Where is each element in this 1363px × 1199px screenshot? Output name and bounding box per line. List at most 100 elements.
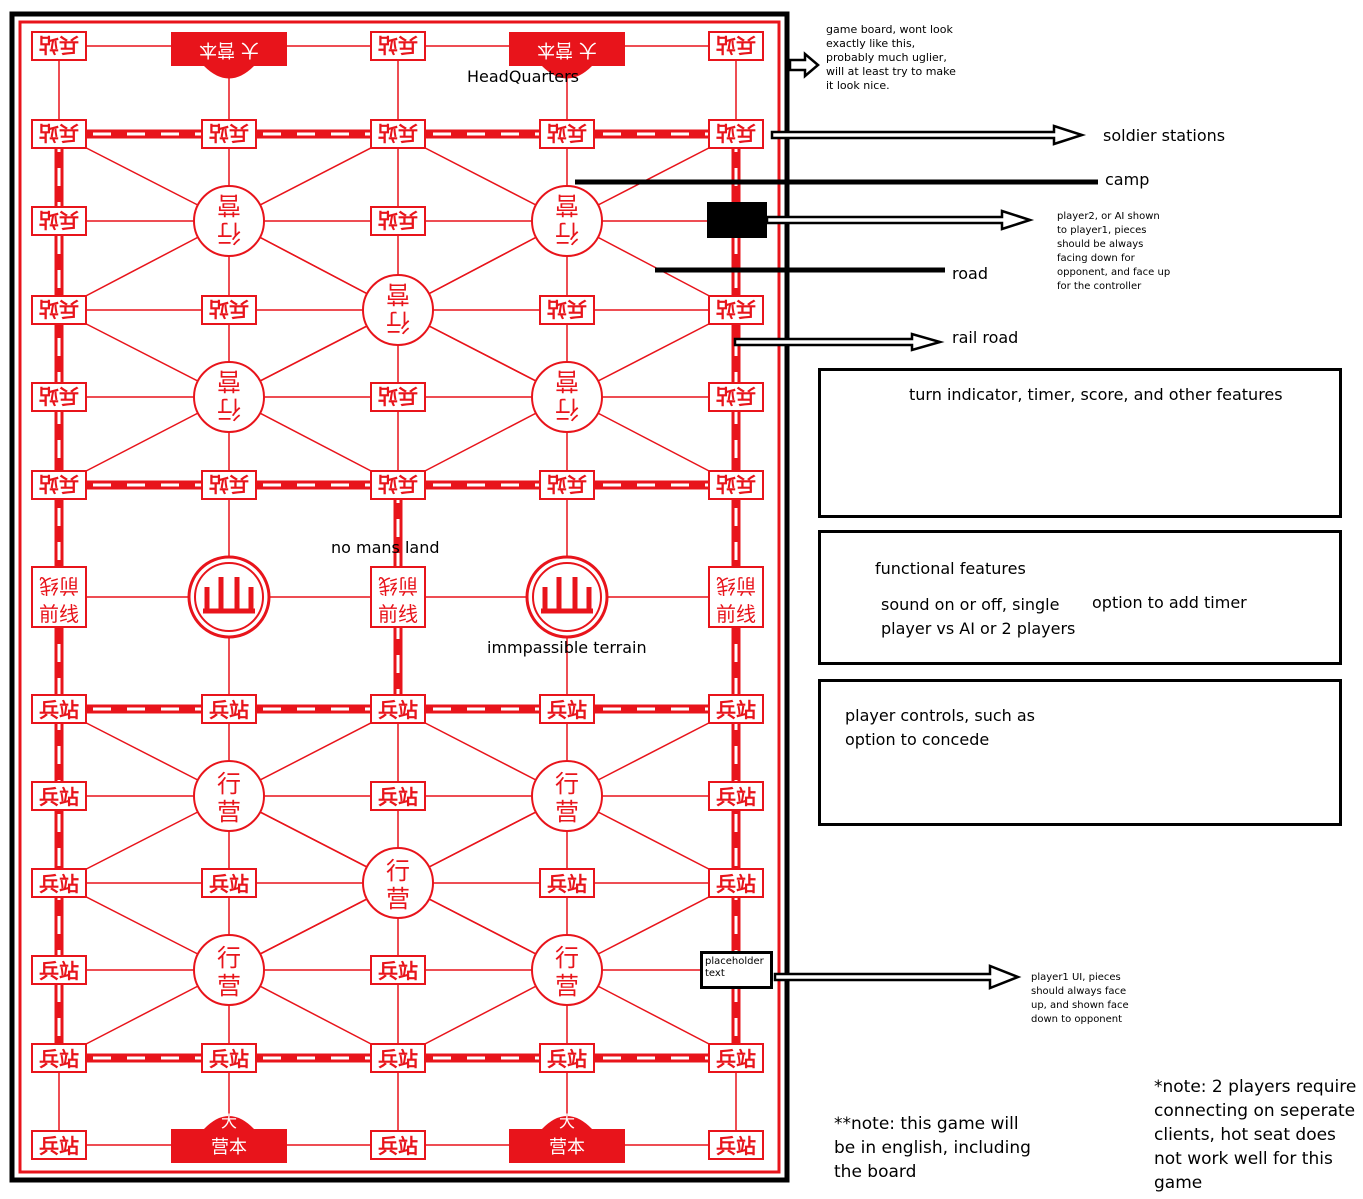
soldier-station[interactable]: 兵站 [539, 1043, 595, 1073]
headquarters[interactable]: 大 营本 [509, 32, 625, 79]
camp-label-bottom: 营 [217, 367, 241, 395]
hq-label-bottom: 营本 [549, 1137, 585, 1158]
station-box [539, 694, 595, 724]
soldier-station[interactable]: 兵站 [31, 206, 87, 236]
soldier-station[interactable]: 兵站 [539, 694, 595, 724]
board-inner-border [18, 20, 781, 1174]
camp-label-top: 行 [555, 770, 579, 798]
station-label: 兵站 [716, 297, 756, 321]
headquarters[interactable]: 大营本 [509, 1112, 625, 1163]
soldier-station[interactable]: 兵站 [708, 295, 764, 325]
station-label: 兵站 [209, 297, 249, 321]
station-label: 兵站 [547, 472, 587, 496]
camp-label-bottom: 营 [555, 367, 579, 395]
soldier-station[interactable]: 兵站 [31, 119, 87, 149]
soldier-station[interactable]: 兵站 [31, 781, 87, 811]
station-label: 兵站 [39, 208, 79, 232]
camp[interactable]: 行营 [531, 361, 603, 433]
camp[interactable]: 行营 [531, 760, 603, 832]
station-box [31, 868, 87, 898]
soldier-station[interactable]: 兵站 [708, 31, 764, 61]
soldier-station[interactable]: 兵站 [539, 868, 595, 898]
camp[interactable]: 行营 [193, 361, 265, 433]
soldier-station[interactable]: 兵站 [370, 119, 426, 149]
station-box [31, 295, 87, 325]
camp-circle [531, 361, 603, 433]
soldier-station[interactable]: 兵站 [370, 31, 426, 61]
station-box [201, 868, 257, 898]
station-label: 兵站 [209, 121, 249, 145]
station-box [708, 119, 764, 149]
soldier-station[interactable]: 兵站 [708, 119, 764, 149]
soldier-station[interactable]: 兵站 [708, 382, 764, 412]
functional-panel[interactable]: functional features sound on or off, sin… [818, 530, 1342, 665]
soldier-station[interactable]: 兵站 [708, 470, 764, 500]
soldier-station[interactable]: 兵站 [708, 781, 764, 811]
soldier-station[interactable]: 兵站 [201, 470, 257, 500]
soldier-station[interactable]: 兵站 [370, 206, 426, 236]
soldier-station[interactable]: 兵站 [370, 470, 426, 500]
soldier-station[interactable]: 兵站 [31, 694, 87, 724]
soldier-station[interactable]: 兵站 [31, 382, 87, 412]
camp-circle [193, 760, 265, 832]
soldier-station[interactable]: 兵站 [31, 1130, 87, 1160]
camp-label: camp [1105, 170, 1150, 189]
soldier-station[interactable]: 兵站 [708, 1043, 764, 1073]
soldier-station[interactable]: 兵站 [708, 868, 764, 898]
soldier-station[interactable]: 兵站 [31, 868, 87, 898]
controls-panel[interactable]: player controls, such as option to conce… [818, 679, 1342, 826]
station-label: 兵站 [209, 698, 249, 722]
station-label: 兵站 [39, 33, 79, 57]
station-label: 兵站 [39, 1134, 79, 1158]
soldier-station[interactable]: 兵站 [708, 694, 764, 724]
soldier-station[interactable]: 兵站 [370, 1130, 426, 1160]
soldier-station[interactable]: 兵站 [539, 470, 595, 500]
station-label: 兵站 [716, 1047, 756, 1071]
soldier-station[interactable]: 兵站 [31, 1043, 87, 1073]
camp[interactable]: 行营 [193, 934, 265, 1006]
rail-road-arrow [733, 332, 945, 352]
soldier-station[interactable]: 兵站 [370, 694, 426, 724]
station-label: 兵站 [378, 208, 418, 232]
camp-label-top: 行 [217, 395, 241, 423]
soldier-station[interactable]: 兵站 [31, 295, 87, 325]
camp-label-top: 行 [555, 944, 579, 972]
camp[interactable]: 行营 [531, 934, 603, 1006]
soldier-station[interactable]: 兵站 [201, 694, 257, 724]
soldier-station[interactable]: 兵站 [201, 295, 257, 325]
camp[interactable]: 行营 [193, 760, 265, 832]
soldier-station[interactable]: 兵站 [708, 1130, 764, 1160]
headquarters[interactable]: 大营本 [171, 1112, 287, 1163]
soldier-station[interactable]: 兵站 [31, 470, 87, 500]
station-box [539, 1043, 595, 1073]
soldier-station[interactable]: 兵站 [539, 119, 595, 149]
headquarters[interactable]: 大 营本 [171, 32, 287, 79]
camp[interactable]: 行营 [193, 185, 265, 257]
camp-label-bottom: 营 [555, 191, 579, 219]
soldier-station[interactable]: 兵站 [370, 1043, 426, 1073]
camp[interactable]: 行营 [362, 847, 434, 919]
soldier-station[interactable]: 兵站 [31, 955, 87, 985]
player2-piece-marker[interactable] [707, 202, 767, 238]
camp-label-bottom: 营 [555, 798, 579, 826]
player1-placeholder[interactable]: placeholder text [700, 951, 773, 989]
soldier-station[interactable]: 兵站 [201, 119, 257, 149]
station-box [31, 206, 87, 236]
station-box [370, 1043, 426, 1073]
hq-box [171, 1129, 287, 1163]
camp-label-bottom: 营 [217, 798, 241, 826]
station-label: 兵站 [209, 872, 249, 896]
soldier-station[interactable]: 兵站 [370, 781, 426, 811]
camp[interactable]: 行营 [362, 274, 434, 346]
soldier-station[interactable]: 兵站 [370, 955, 426, 985]
soldier-station[interactable]: 兵站 [201, 1043, 257, 1073]
station-box [708, 694, 764, 724]
camp[interactable]: 行营 [531, 185, 603, 257]
soldier-station[interactable]: 兵站 [201, 868, 257, 898]
station-box [370, 1130, 426, 1160]
soldier-station[interactable]: 兵站 [539, 295, 595, 325]
camp-circle [193, 361, 265, 433]
soldier-station[interactable]: 兵站 [31, 31, 87, 61]
soldier-station[interactable]: 兵站 [370, 382, 426, 412]
camp-circle [531, 760, 603, 832]
